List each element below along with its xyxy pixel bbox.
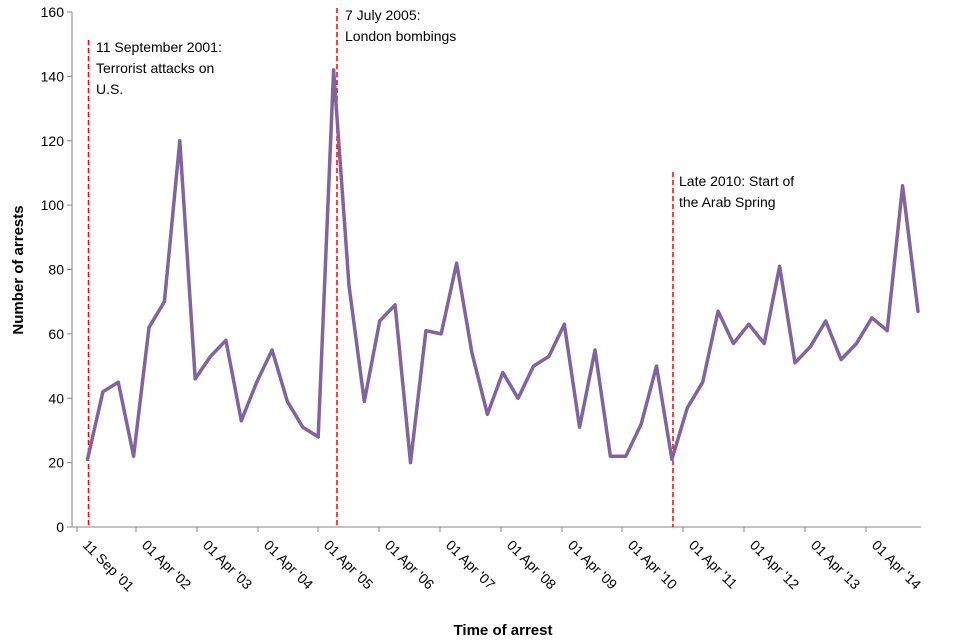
data-point xyxy=(516,397,520,400)
x-tick-label: 01 Apr '09 xyxy=(565,537,621,593)
data-point xyxy=(255,381,258,384)
data-point xyxy=(855,342,858,345)
data-point xyxy=(670,458,674,461)
data-point xyxy=(347,284,351,287)
event-annotation-text: 11 September 2001: xyxy=(96,39,222,55)
data-point xyxy=(916,310,920,313)
event-annotation-text: 7 July 2005: xyxy=(345,7,421,23)
x-tick-label: 01 Apr '10 xyxy=(625,537,681,593)
event-annotation-text: Terrorist attacks on xyxy=(96,60,214,76)
data-point xyxy=(870,316,874,319)
data-point xyxy=(640,422,643,426)
series-layer xyxy=(85,68,920,465)
data-point xyxy=(763,342,766,345)
event-annotations: 11 September 2001: Terrorist attacks on U.… xyxy=(87,7,794,527)
y-tick-label: 20 xyxy=(48,455,64,471)
data-point xyxy=(178,139,181,142)
data-point xyxy=(209,355,212,358)
data-point xyxy=(147,326,151,329)
data-point xyxy=(132,455,135,458)
data-point xyxy=(317,435,320,439)
data-point xyxy=(578,426,581,429)
data-point xyxy=(393,303,397,307)
data-point xyxy=(686,406,689,410)
data-point xyxy=(901,184,904,187)
x-tick-label: 01 Apr '06 xyxy=(382,537,438,593)
x-tick-label: 01 Apr '14 xyxy=(869,537,925,593)
data-point xyxy=(455,261,458,265)
data-point xyxy=(793,361,797,364)
data-point xyxy=(732,342,735,345)
y-tick-label: 160 xyxy=(41,4,65,20)
x-tick-label: 01 Apr '13 xyxy=(808,537,864,593)
data-point xyxy=(547,355,551,358)
data-point xyxy=(424,329,428,332)
data-point xyxy=(563,323,566,326)
data-point xyxy=(332,68,335,72)
x-tick-label: 01 Apr '05 xyxy=(321,537,377,593)
data-point xyxy=(778,265,781,268)
data-point xyxy=(470,352,474,355)
x-axis-title: Time of arrest xyxy=(454,622,553,639)
data-point xyxy=(101,390,105,393)
data-point xyxy=(86,458,89,461)
data-point xyxy=(501,371,504,374)
data-point xyxy=(286,400,289,403)
data-point xyxy=(655,364,658,368)
data-point xyxy=(532,364,535,368)
data-point xyxy=(716,310,720,313)
data-point xyxy=(363,400,366,403)
data-point xyxy=(224,339,228,342)
x-tick-label: 01 Apr '08 xyxy=(504,537,560,593)
y-tick-label: 80 xyxy=(48,262,64,278)
y-tick-label: 60 xyxy=(48,326,64,342)
x-tick-label: 01 Apr '03 xyxy=(200,537,256,593)
x-tick-label: 01 Apr '04 xyxy=(261,537,317,593)
x-tick-label: 01 Apr '11 xyxy=(686,537,741,592)
data-point xyxy=(378,319,381,323)
x-tick-label: 11 Sep '01 xyxy=(80,537,138,595)
data-point xyxy=(486,413,489,416)
data-point xyxy=(301,426,304,429)
y-tick-label: 100 xyxy=(41,197,65,213)
data-point xyxy=(886,329,889,332)
arrests-series-line xyxy=(85,68,920,465)
data-point xyxy=(839,358,843,361)
y-tick-label: 40 xyxy=(48,390,64,406)
data-point xyxy=(624,455,627,458)
y-tick-label: 140 xyxy=(41,68,65,84)
event-annotation-text: London bombings xyxy=(345,28,456,44)
y-tick-label: 120 xyxy=(41,133,65,149)
data-point xyxy=(747,323,750,326)
y-axis-title: Number of arrests xyxy=(10,205,27,334)
data-point xyxy=(270,348,274,352)
data-point xyxy=(593,348,597,352)
data-point xyxy=(824,319,827,323)
x-tick-label: 01 Apr '12 xyxy=(747,537,803,593)
x-tick-label: 01 Apr '07 xyxy=(443,537,499,593)
data-point xyxy=(609,455,612,458)
data-point xyxy=(240,419,243,422)
x-tick-label: 01 Apr '02 xyxy=(139,537,195,593)
data-point xyxy=(440,332,443,336)
data-point xyxy=(163,300,166,303)
y-axis: 0 20 40 60 80 100 120 140 160 xyxy=(41,4,73,535)
x-axis: 11 Sep '01 01 Apr '02 01 Apr '03 01 Apr '04… xyxy=(72,526,925,595)
data-point xyxy=(409,461,412,464)
data-point xyxy=(194,377,197,381)
event-annotation-text: Late 2010: Start of xyxy=(679,173,794,189)
data-point xyxy=(809,345,812,348)
event-annotation-text: the Arab Spring xyxy=(679,194,776,210)
event-annotation-text: U.S. xyxy=(96,81,123,97)
data-point xyxy=(117,381,120,384)
data-point xyxy=(701,381,704,384)
y-tick-label: 0 xyxy=(56,519,64,535)
